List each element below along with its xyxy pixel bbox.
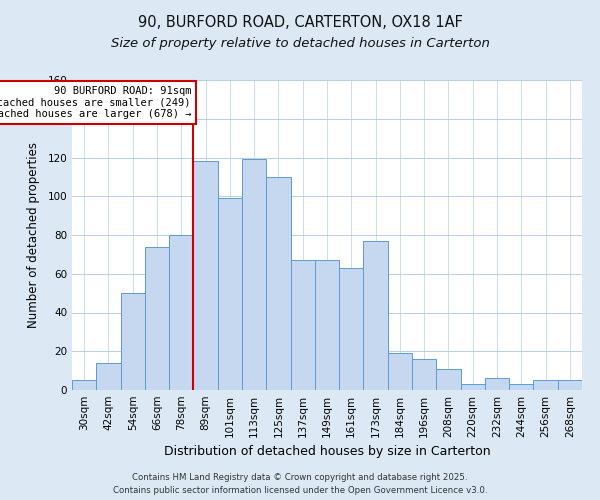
Bar bbox=[558, 380, 582, 390]
Text: Contains public sector information licensed under the Open Government Licence v3: Contains public sector information licen… bbox=[113, 486, 487, 495]
Bar bbox=[242, 160, 266, 390]
Bar bbox=[509, 384, 533, 390]
Bar bbox=[266, 177, 290, 390]
X-axis label: Distribution of detached houses by size in Carterton: Distribution of detached houses by size … bbox=[164, 446, 490, 458]
Bar bbox=[436, 368, 461, 390]
Bar bbox=[339, 268, 364, 390]
Bar bbox=[72, 380, 96, 390]
Bar bbox=[485, 378, 509, 390]
Y-axis label: Number of detached properties: Number of detached properties bbox=[28, 142, 40, 328]
Text: 90, BURFORD ROAD, CARTERTON, OX18 1AF: 90, BURFORD ROAD, CARTERTON, OX18 1AF bbox=[137, 15, 463, 30]
Text: Contains HM Land Registry data © Crown copyright and database right 2025.: Contains HM Land Registry data © Crown c… bbox=[132, 472, 468, 482]
Text: Size of property relative to detached houses in Carterton: Size of property relative to detached ho… bbox=[110, 38, 490, 51]
Bar bbox=[412, 359, 436, 390]
Bar bbox=[364, 241, 388, 390]
Text: 90 BURFORD ROAD: 91sqm
← 27% of detached houses are smaller (249)
73% of semi-de: 90 BURFORD ROAD: 91sqm ← 27% of detached… bbox=[0, 86, 191, 119]
Bar bbox=[145, 246, 169, 390]
Bar bbox=[533, 380, 558, 390]
Bar bbox=[461, 384, 485, 390]
Bar bbox=[121, 293, 145, 390]
Bar bbox=[96, 363, 121, 390]
Bar bbox=[290, 260, 315, 390]
Bar bbox=[388, 353, 412, 390]
Bar bbox=[193, 162, 218, 390]
Bar bbox=[169, 235, 193, 390]
Bar bbox=[218, 198, 242, 390]
Bar bbox=[315, 260, 339, 390]
